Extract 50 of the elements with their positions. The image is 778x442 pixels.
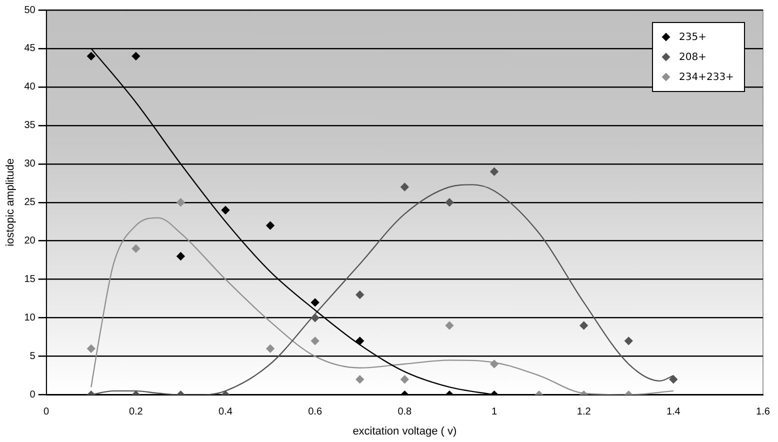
legend-label: 235+ — [679, 32, 706, 42]
point — [132, 52, 140, 60]
legend-label: 234+233+ — [679, 72, 734, 82]
line-series — [90, 217, 674, 395]
x-tick-label: 0.4 — [218, 406, 233, 418]
point — [356, 375, 364, 384]
y-tick-label: 40 — [24, 82, 36, 93]
point — [310, 314, 320, 322]
point — [356, 290, 364, 299]
point — [400, 375, 409, 384]
y-tick-label: 15 — [24, 274, 36, 286]
y-tick-label: 0 — [30, 390, 36, 401]
y-tick-label: 5 — [30, 351, 36, 362]
point — [356, 336, 364, 346]
y-tick-label: 50 — [24, 4, 36, 16]
y-tick-label: 45 — [24, 43, 36, 54]
x-tick-label: 0.2 — [128, 406, 144, 418]
x-axis-title: excitation voltage ( v) — [352, 425, 457, 438]
point — [87, 52, 96, 60]
x-tick-label: 0.8 — [398, 406, 412, 418]
point — [445, 321, 454, 330]
x-tick-label: 1 — [491, 406, 498, 418]
x-tick-label: 0 — [44, 406, 50, 418]
point — [310, 298, 320, 307]
x-tick-label: 1.2 — [576, 406, 592, 418]
point — [490, 168, 498, 176]
point — [445, 198, 454, 206]
legend-label: 208+ — [679, 52, 706, 62]
point — [669, 375, 678, 384]
point — [580, 321, 588, 330]
point — [176, 198, 185, 206]
point — [266, 221, 274, 230]
y-tick-label: 30 — [24, 158, 36, 170]
y-tick-label: 10 — [24, 312, 36, 324]
point — [400, 182, 409, 192]
point — [624, 336, 633, 346]
point — [176, 252, 185, 260]
point — [310, 336, 320, 346]
point — [87, 344, 96, 353]
point — [266, 344, 274, 353]
point — [221, 206, 230, 214]
y-axis-title: iostopic amplitude — [4, 158, 17, 246]
x-tick-label: 1.6 — [756, 406, 770, 418]
x-tick-label: 0.6 — [308, 406, 322, 418]
y-tick-label: 35 — [24, 120, 36, 132]
point — [132, 244, 140, 253]
y-tick-label: 25 — [24, 197, 36, 208]
x-tick-label: 1.4 — [666, 406, 681, 418]
y-tick-label: 20 — [24, 236, 36, 247]
point — [490, 360, 498, 368]
